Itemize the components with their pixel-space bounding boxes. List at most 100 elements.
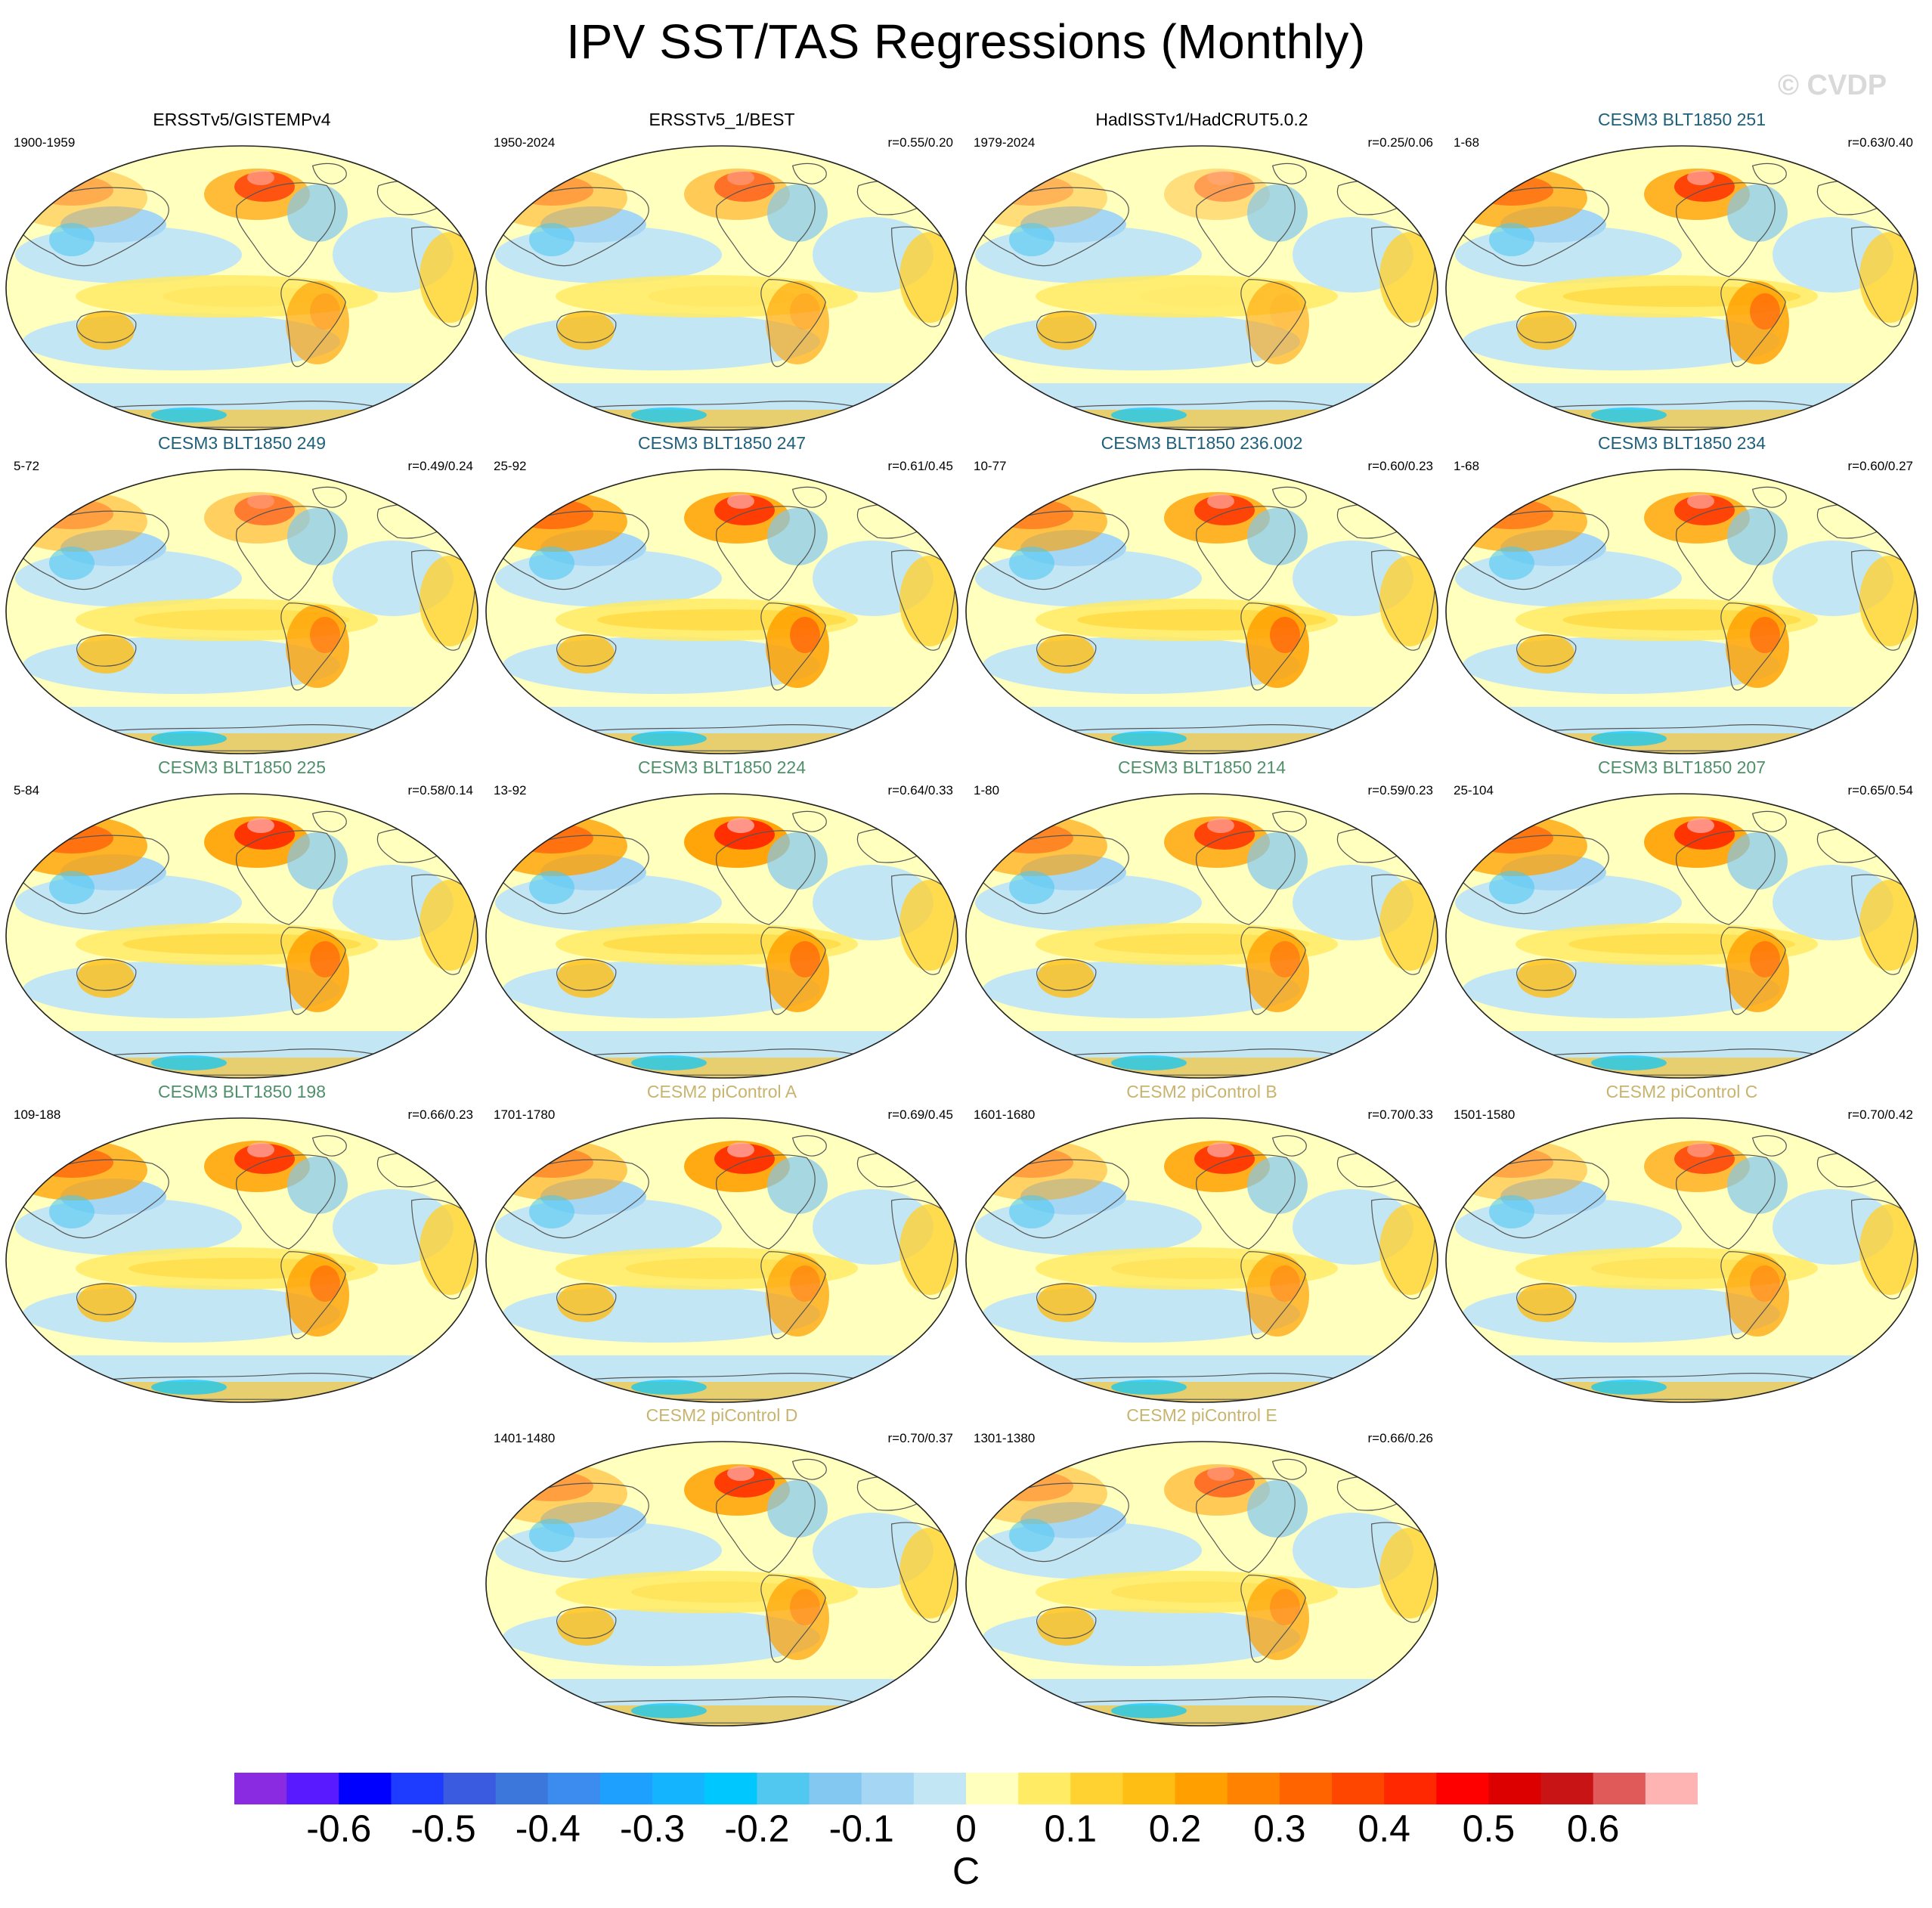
coastline-australia [1036, 959, 1097, 991]
coastline-greenland [1271, 1458, 1307, 1480]
colorbar-swatch [286, 1773, 339, 1804]
coastline-greenland [1271, 1135, 1307, 1157]
colorbar-tick-label: -0.5 [410, 1807, 476, 1850]
map-panel: CESM3 BLT1850 225 5-84 r=0.58/0.14 [0, 757, 484, 1083]
coastline-australia [76, 1283, 137, 1315]
panel-correlation: r=0.59/0.23 [1367, 783, 1434, 798]
panel-period: 1301-1380 [974, 1431, 1036, 1445]
panel-correlation: r=0.63/0.40 [1847, 135, 1914, 150]
coastline-greenland [791, 486, 827, 508]
panel-period: 1900-1959 [14, 135, 76, 150]
coastline-australia [76, 634, 137, 667]
coastline-greenland [791, 1458, 827, 1480]
panel-title: CESM3 BLT1850 214 [1117, 757, 1286, 777]
map-panel: CESM3 BLT1850 207 25-104 r=0.65/0.54 [1440, 757, 1924, 1083]
coastline-australia [1516, 959, 1577, 991]
coastline-greenland [311, 163, 347, 184]
colorbar-swatch [547, 1773, 601, 1804]
map-panel: HadISSTv1/HadCRUT5.0.2 1979-2024 r=0.25/0.… [960, 110, 1444, 435]
coastline-australia [556, 959, 617, 991]
coastline-namerica [715, 182, 816, 277]
coastline-namerica [1675, 506, 1776, 601]
map-panel: ERSSTv5_1/BEST 1950-2024 r=0.55/0.20 [480, 110, 964, 435]
map-panel: CESM3 BLT1850 234 1-68 r=0.60/0.27 [1440, 433, 1924, 758]
colorbar-swatch [1227, 1773, 1280, 1804]
coastline-africa [410, 874, 476, 975]
coastline-samerica [1240, 1251, 1306, 1340]
coastline-eurasia [1450, 835, 1609, 915]
coastline-namerica [1195, 1478, 1296, 1573]
regression-map [1445, 1117, 1918, 1403]
coastline-samerica [760, 279, 826, 367]
coastline-eurasia [970, 1482, 1129, 1563]
panel-period: 1-68 [1454, 135, 1480, 150]
panel-title: CESM2 piControl B [1126, 1082, 1277, 1101]
coastline-eurasia [10, 835, 169, 915]
colorbar-swatch [1488, 1773, 1542, 1804]
coastline-australia [1036, 634, 1097, 667]
map-panel: CESM3 BLT1850 224 13-92 r=0.64/0.33 [480, 757, 964, 1083]
coastline-greenland [311, 486, 347, 508]
colorbar-tick-label: -0.3 [620, 1807, 686, 1850]
colorbar-swatch [1593, 1773, 1646, 1804]
coastline-australia [556, 311, 617, 343]
regression-map [1445, 469, 1918, 754]
coastline-australia [76, 311, 137, 343]
panel-title: CESM3 BLT1850 207 [1597, 757, 1766, 777]
coastline-greenland [1271, 486, 1307, 508]
map-panel: CESM2 piControl E 1301-1380 r=0.66/0.26 [960, 1405, 1444, 1730]
coastline-namerica [235, 182, 336, 277]
panel-period: 1-80 [974, 783, 1000, 798]
colorbar-tick-label: 0.2 [1148, 1807, 1202, 1850]
colorbar-swatch [652, 1773, 705, 1804]
panel-correlation: r=0.66/0.26 [1367, 1431, 1434, 1445]
panel-correlation: r=0.49/0.24 [407, 459, 474, 473]
map-panel: CESM3 BLT1850 214 1-80 r=0.59/0.23 [960, 757, 1444, 1083]
panel-title: CESM3 BLT1850 198 [157, 1082, 327, 1101]
coastline-eurasia [10, 510, 169, 590]
coastline-eurasia [490, 835, 649, 915]
coastline-namerica [1195, 830, 1296, 925]
panel-correlation: r=0.64/0.33 [887, 783, 954, 798]
coastline-greenland [1751, 810, 1787, 832]
panel-correlation: r=0.55/0.20 [887, 135, 954, 150]
coastline-eurasia [1450, 187, 1609, 267]
coastline-africa [1370, 874, 1436, 975]
panel-title: CESM3 BLT1850 236.002 [1101, 433, 1303, 453]
coastline-samerica [280, 279, 346, 367]
coastline-eurasia [970, 187, 1129, 267]
map-panel: ERSSTv5/GISTEMPv4 1900-1959 [0, 110, 484, 435]
panel-correlation: r=0.70/0.33 [1367, 1107, 1434, 1122]
colorbar-swatch [1540, 1773, 1594, 1804]
coastline-africa [890, 226, 956, 327]
coastline-africa [1370, 1522, 1436, 1623]
coastline-eurasia [490, 1159, 649, 1239]
panel-correlation: r=0.69/0.45 [887, 1107, 954, 1122]
coastline-namerica [715, 506, 816, 601]
coastline-namerica [715, 1478, 816, 1573]
colorbar-tick-label: 0.6 [1566, 1807, 1620, 1850]
regression-map [965, 469, 1438, 754]
regression-map [485, 1441, 958, 1727]
colorbar [234, 1773, 1698, 1804]
colorbar-tick-label: 0 [955, 1807, 977, 1850]
colorbar-swatch [600, 1773, 653, 1804]
coastline-samerica [760, 927, 826, 1015]
colorbar-swatch [1645, 1773, 1698, 1804]
coastline-africa [890, 874, 956, 975]
coastline-africa [1370, 226, 1436, 327]
colorbar-swatch [1070, 1773, 1124, 1804]
coastline-samerica [1720, 1251, 1786, 1340]
map-panel: CESM3 BLT1850 251 1-68 r=0.63/0.40 [1440, 110, 1924, 435]
coastline-australia [1036, 1606, 1097, 1639]
colorbar-swatch [757, 1773, 810, 1804]
panel-title: CESM3 BLT1850 234 [1597, 433, 1766, 453]
colorbar-swatch [861, 1773, 915, 1804]
map-panel: CESM2 piControl D 1401-1480 r=0.70/0.37 [480, 1405, 964, 1730]
colorbar-swatch [1384, 1773, 1437, 1804]
map-panel: CESM3 BLT1850 236.002 10-77 r=0.60/0.23 [960, 433, 1444, 758]
coastline-namerica [235, 830, 336, 925]
regression-map [485, 469, 958, 754]
coastline-africa [410, 1198, 476, 1299]
panel-period: 10-77 [974, 459, 1007, 473]
